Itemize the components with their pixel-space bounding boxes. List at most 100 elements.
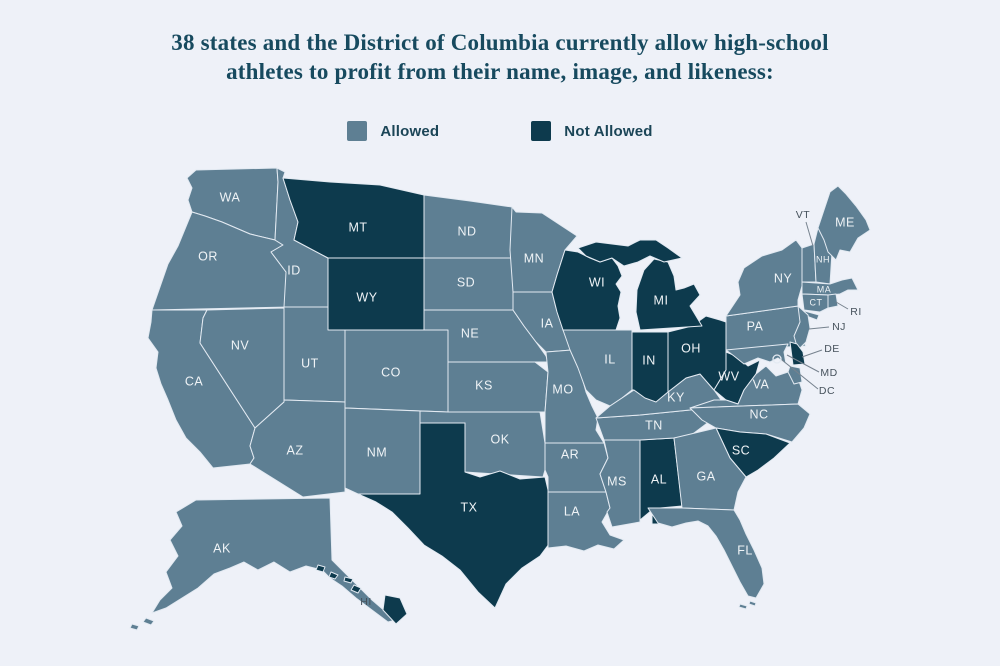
state-nh-label: NH	[816, 254, 830, 264]
state-md-leader-line	[786, 354, 820, 373]
state-nj	[793, 305, 811, 351]
state-tx-label: TX	[461, 500, 478, 514]
state-vt-leader-line	[805, 221, 814, 247]
state-md-label: MD	[820, 367, 837, 379]
state-ia-label: IA	[541, 316, 554, 330]
state-hi-shape[interactable]	[328, 571, 339, 580]
state-ok-label: OK	[490, 432, 509, 446]
state-nc-label: NC	[749, 407, 768, 421]
state-me	[817, 185, 871, 261]
state-hi-shape[interactable]	[343, 576, 354, 584]
state-vt-label: VT	[796, 209, 811, 221]
allowed-swatch-icon	[347, 121, 368, 141]
page-title-line-1: 38 states and the District of Columbia c…	[171, 30, 829, 55]
state-sc-label: SC	[732, 443, 750, 457]
state-ne-label: NE	[461, 326, 479, 340]
state-ak-shape[interactable]	[151, 497, 397, 623]
state-nj-label: NJ	[832, 321, 846, 333]
state-ct	[801, 293, 829, 313]
state-va-shape[interactable]	[689, 365, 803, 409]
state-ri	[827, 293, 839, 309]
state-oh-label: OH	[681, 341, 701, 355]
state-nj-leader-line	[808, 326, 830, 330]
state-nd-label: ND	[457, 224, 476, 238]
state-de-leader-line	[801, 349, 823, 358]
state-mn-label: MN	[524, 251, 544, 265]
state-me-shape[interactable]	[817, 185, 871, 261]
state-ny	[725, 239, 820, 321]
state-nm-label: NM	[367, 445, 387, 459]
state-ny-label: NY	[774, 271, 793, 285]
state-nc	[689, 403, 811, 443]
state-de	[789, 341, 806, 366]
state-ct-shape[interactable]	[801, 293, 829, 313]
state-wv-label: WV	[718, 369, 739, 383]
state-dc-leader-line	[781, 359, 819, 390]
state-fl-shape[interactable]	[647, 507, 765, 599]
state-mi-label: MI	[654, 293, 669, 307]
state-va	[689, 365, 803, 409]
state-va-label: VA	[753, 377, 770, 391]
state-ga-label: GA	[696, 469, 715, 483]
state-mt-label: MT	[348, 220, 367, 234]
state-fl	[647, 507, 765, 610]
state-me-label: ME	[835, 215, 855, 229]
state-ks	[447, 361, 549, 413]
state-ak-shape[interactable]	[142, 617, 155, 626]
state-fl-shape[interactable]	[748, 600, 757, 607]
state-mi-shape[interactable]	[577, 239, 683, 267]
state-wi-label: WI	[589, 275, 605, 289]
state-ms-label: MS	[607, 474, 627, 488]
state-al-label: AL	[651, 472, 667, 486]
state-az-label: AZ	[287, 443, 304, 457]
state-nv-label: NV	[231, 338, 250, 352]
page-title: 38 states and the District of Columbia c…	[0, 28, 1000, 86]
state-ca-label: CA	[185, 374, 204, 388]
state-wi	[551, 249, 623, 331]
state-hi-shape[interactable]	[350, 584, 362, 594]
state-wy-label: WY	[356, 290, 377, 304]
state-hi-label: HI	[360, 596, 372, 608]
state-ri-leader-line	[835, 301, 849, 310]
state-ks-label: KS	[475, 378, 493, 392]
state-pa-label: PA	[747, 319, 764, 333]
state-tn-label: TN	[645, 418, 663, 432]
state-hi-shape[interactable]	[382, 594, 408, 625]
state-nc-shape[interactable]	[689, 403, 811, 443]
state-ma-label: MA	[817, 284, 832, 294]
state-ks-shape[interactable]	[447, 361, 549, 413]
state-tx	[357, 422, 553, 609]
state-fl-shape[interactable]	[738, 603, 748, 610]
state-mo-label: MO	[552, 382, 573, 396]
state-dc	[772, 354, 782, 364]
state-ak	[129, 497, 397, 631]
not-allowed-swatch-icon	[531, 121, 552, 141]
state-dc-label: DC	[819, 385, 835, 397]
page-title-line-2: athletes to profit from their name, imag…	[226, 59, 774, 84]
state-tx-shape[interactable]	[357, 422, 553, 609]
state-la-label: LA	[564, 504, 580, 518]
state-ri-shape[interactable]	[827, 293, 839, 309]
state-ky-label: KY	[667, 390, 685, 404]
state-de-label: DE	[824, 343, 840, 355]
state-hi	[315, 564, 408, 625]
state-md-shape[interactable]	[787, 365, 803, 385]
state-mi-shape[interactable]	[635, 258, 703, 331]
legend-item-allowed: Allowed	[347, 121, 439, 141]
state-mi	[577, 239, 703, 331]
legend-item-not-allowed: Not Allowed	[531, 121, 652, 141]
state-il-label: IL	[604, 352, 615, 366]
state-dc-marker[interactable]	[772, 354, 782, 364]
state-wi-shape[interactable]	[551, 249, 623, 331]
state-nj-shape[interactable]	[793, 305, 811, 351]
state-ak-label: AK	[213, 541, 231, 555]
legend-label-allowed: Allowed	[380, 122, 440, 140]
state-ct-label: CT	[810, 297, 823, 307]
state-ak-shape[interactable]	[129, 623, 140, 631]
state-sd-label: SD	[457, 275, 475, 289]
state-hi-shape[interactable]	[315, 564, 326, 573]
state-de-shape[interactable]	[789, 341, 806, 366]
state-ny-shape[interactable]	[725, 239, 803, 317]
